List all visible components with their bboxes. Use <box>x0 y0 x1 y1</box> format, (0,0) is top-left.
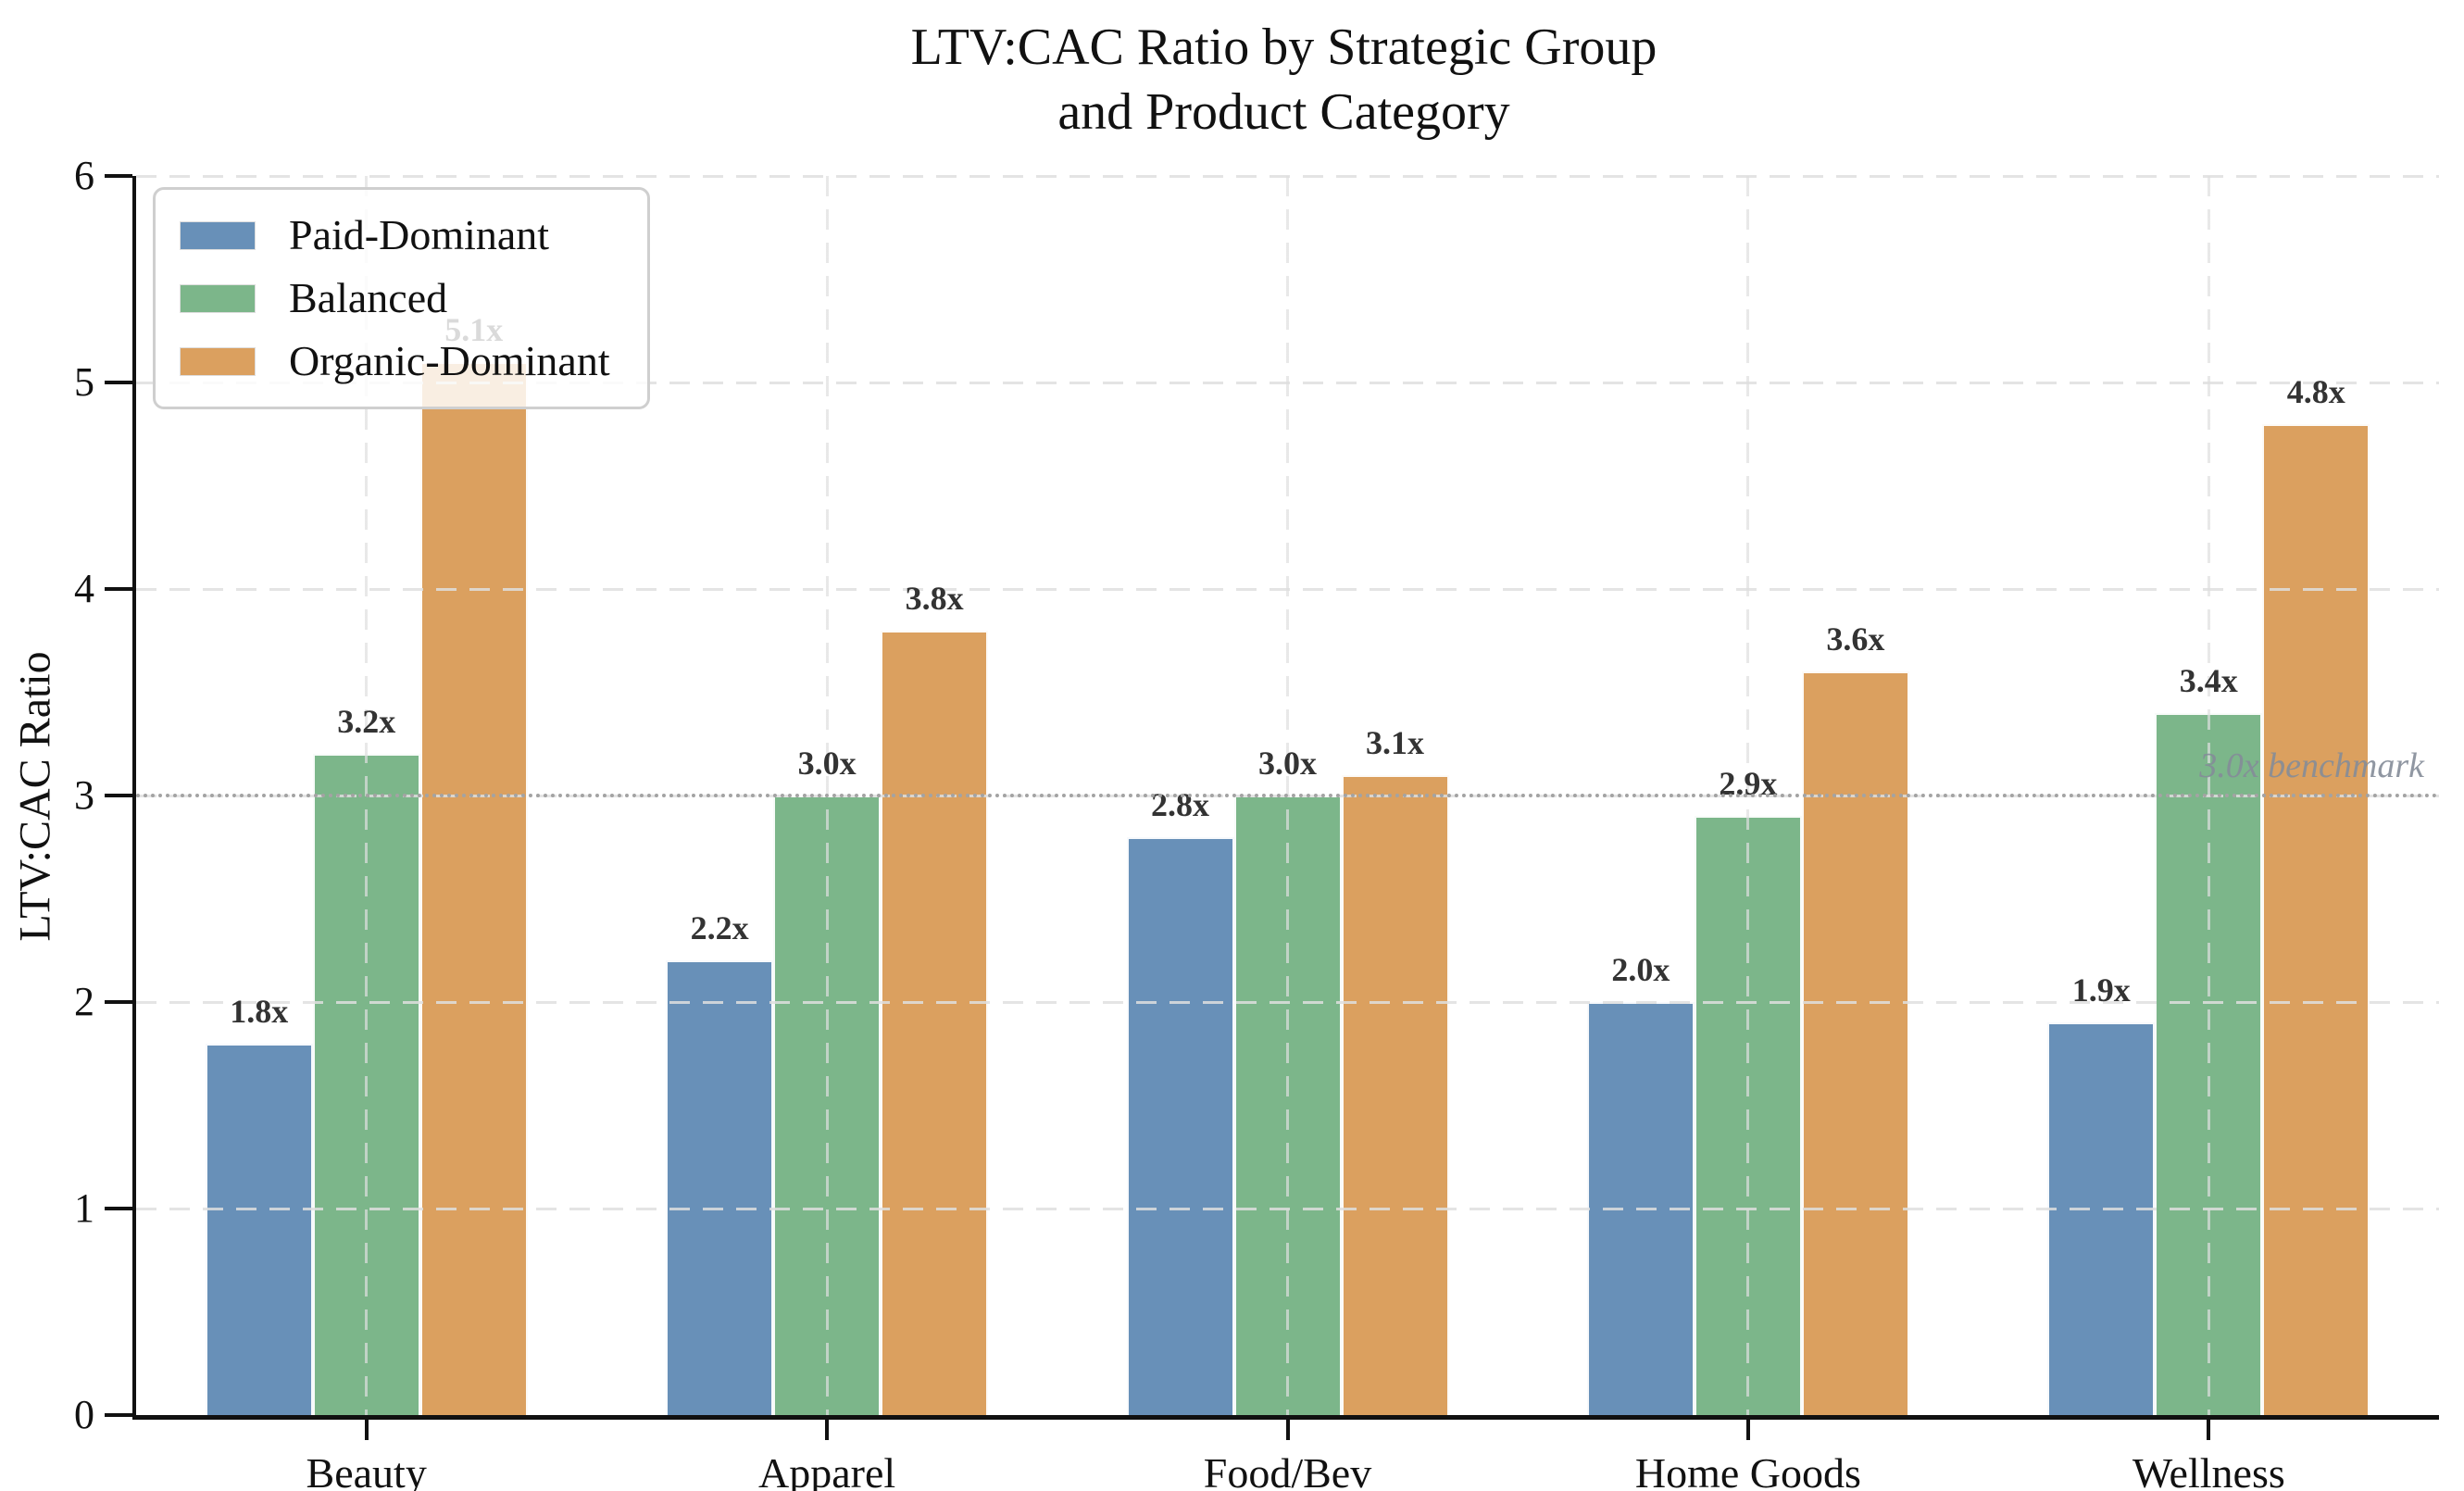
bar-paid-dominant-2 <box>1126 836 1234 1415</box>
bar-value-label-0-1: 3.2x <box>337 703 396 741</box>
y-tick-2 <box>105 1000 132 1004</box>
y-tick-label-2: 2 <box>74 979 94 1024</box>
legend-label-organic-dominant: Organic-Dominant <box>289 337 610 384</box>
bar-value-label-1-1: 3.0x <box>797 745 857 782</box>
y-tick-0 <box>105 1413 132 1417</box>
y-tick-label-0: 0 <box>74 1392 94 1437</box>
x-tick-2 <box>1285 1420 1290 1440</box>
bar-balanced-4 <box>2155 712 2263 1415</box>
bar-paid-dominant-1 <box>666 960 774 1415</box>
legend-item-organic-dominant: Organic-Dominant <box>180 340 610 382</box>
bar-balanced-3 <box>1694 816 1802 1415</box>
y-tick-5 <box>105 381 132 384</box>
legend-label-paid-dominant: Paid-Dominant <box>289 211 550 258</box>
bar-value-label-1-2: 3.8x <box>905 579 964 617</box>
gridline-y-6 <box>136 175 2439 178</box>
legend: Paid-Dominant Balanced Organic-Dominant <box>153 187 650 409</box>
category-label-0: Beauty <box>306 1449 427 1491</box>
bar-value-label-4-2: 4.8x <box>2286 372 2345 410</box>
x-tick-3 <box>1745 1420 1750 1440</box>
legend-item-balanced: Balanced <box>180 277 610 320</box>
bar-value-label-3-2: 3.6x <box>1826 620 1885 658</box>
bar-organic-dominant-4 <box>2262 423 2370 1415</box>
legend-swatch-balanced <box>180 283 256 313</box>
legend-swatch-paid-dominant <box>180 220 256 250</box>
bar-organic-dominant-0 <box>419 361 528 1415</box>
bar-balanced-0 <box>312 754 420 1415</box>
bar-balanced-2 <box>1233 796 1342 1415</box>
y-tick-label-5: 5 <box>74 359 94 405</box>
bar-paid-dominant-4 <box>2047 1022 2156 1415</box>
bar-organic-dominant-2 <box>1341 774 1449 1415</box>
bar-value-label-2-0: 2.8x <box>1151 785 1209 823</box>
category-label-4: Wellness <box>2132 1449 2285 1491</box>
bar-paid-dominant-3 <box>1586 1002 1695 1415</box>
legend-swatch-organic-dominant <box>180 346 256 376</box>
bar-value-label-2-2: 3.1x <box>1366 723 1424 761</box>
bar-value-label-4-1: 3.4x <box>2179 661 2238 699</box>
bar-organic-dominant-1 <box>881 630 989 1415</box>
chart-title: LTV:CAC Ratio by Strategic Group and Pro… <box>910 19 1657 141</box>
category-label-1: Apparel <box>758 1449 896 1491</box>
bar-value-label-3-1: 2.9x <box>1719 765 1778 803</box>
y-tick-label-4: 4 <box>74 566 94 611</box>
y-tick-4 <box>105 587 132 591</box>
bar-paid-dominant-0 <box>205 1043 313 1415</box>
category-label-2: Food/Bev <box>1203 1449 1372 1491</box>
bar-balanced-1 <box>773 796 882 1415</box>
category-label-3: Home Goods <box>1634 1449 1861 1491</box>
legend-label-balanced: Balanced <box>289 274 448 321</box>
benchmark-annotation: 3.0x benchmark <box>2199 746 2424 785</box>
y-tick-1 <box>105 1207 132 1210</box>
y-tick-label-1: 1 <box>74 1185 94 1231</box>
bar-value-label-3-0: 2.0x <box>1611 951 1670 988</box>
x-tick-4 <box>2207 1420 2211 1440</box>
plot-area: Paid-Dominant Balanced Organic-Dominant … <box>74 153 2439 1491</box>
y-tick-6 <box>105 174 132 178</box>
bar-value-label-4-0: 1.9x <box>2071 971 2131 1009</box>
y-tick-3 <box>105 794 132 797</box>
y-tick-label-6: 6 <box>74 153 94 198</box>
x-tick-1 <box>825 1420 830 1440</box>
bar-value-label-1-0: 2.2x <box>690 909 749 947</box>
legend-item-paid-dominant: Paid-Dominant <box>180 214 610 257</box>
y-tick-label-3: 3 <box>74 772 94 818</box>
x-tick-0 <box>364 1420 369 1440</box>
bar-value-label-0-0: 1.8x <box>230 992 289 1030</box>
